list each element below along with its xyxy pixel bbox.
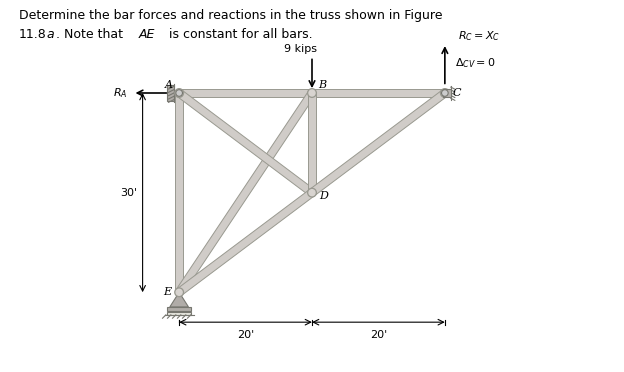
Text: $R_C = X_C$: $R_C = X_C$ (458, 30, 500, 44)
Polygon shape (177, 90, 314, 196)
Text: $R_A$: $R_A$ (114, 86, 128, 100)
Polygon shape (175, 93, 183, 292)
Text: A: A (165, 80, 173, 90)
Text: C: C (452, 88, 461, 98)
Bar (167, 85, 174, 101)
Text: 20': 20' (237, 330, 254, 340)
Text: B: B (318, 80, 326, 90)
Circle shape (309, 90, 315, 96)
Text: $\Delta_{CV} = 0$: $\Delta_{CV} = 0$ (455, 56, 495, 70)
Bar (167, 307, 191, 311)
Circle shape (176, 90, 182, 96)
Text: 11.8: 11.8 (19, 28, 46, 41)
Circle shape (176, 90, 182, 96)
Circle shape (442, 90, 448, 96)
Text: is constant for all bars.: is constant for all bars. (165, 28, 313, 41)
Circle shape (175, 288, 183, 296)
Polygon shape (176, 91, 315, 295)
Bar (167, 311, 191, 315)
Circle shape (308, 89, 316, 97)
Circle shape (442, 90, 448, 96)
Text: Determine the bar forces and reactions in the truss shown in Figure: Determine the bar forces and reactions i… (19, 9, 442, 22)
Text: 30': 30' (120, 187, 137, 198)
Polygon shape (170, 292, 188, 307)
Text: 9 kips: 9 kips (283, 45, 316, 54)
Text: D: D (319, 191, 328, 201)
Polygon shape (312, 89, 445, 97)
Circle shape (176, 289, 182, 295)
Text: 20': 20' (370, 330, 387, 340)
Text: . Note that: . Note that (56, 28, 127, 41)
Bar (443, 89, 451, 97)
Circle shape (441, 89, 449, 97)
Polygon shape (177, 189, 314, 295)
Circle shape (308, 188, 316, 197)
Text: a: a (47, 28, 54, 41)
Polygon shape (179, 89, 312, 97)
Polygon shape (310, 90, 447, 196)
Text: AE: AE (139, 28, 155, 41)
Circle shape (175, 89, 183, 97)
Text: E: E (163, 287, 171, 297)
Circle shape (309, 190, 315, 196)
Polygon shape (308, 93, 316, 193)
